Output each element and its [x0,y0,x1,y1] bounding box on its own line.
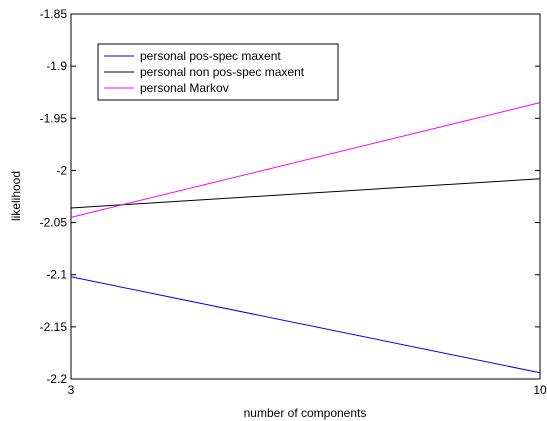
y-tick-label: -2.1 [46,268,67,282]
y-tick-label: -2.05 [40,216,68,230]
y-axis-label: likelihood [9,171,23,221]
x-tick-label: 3 [68,383,75,397]
series-line [70,276,541,374]
series-lines [70,102,541,374]
legend-label: personal pos-spec maxent [140,49,281,63]
legend-label: personal non pos-spec maxent [140,65,305,79]
y-axis: -1.85 -1.9 -1.95 -2 -2.05 -2.1 -2.15 -2.2 [40,7,540,386]
legend: personal pos-spec maxent personal non pos… [97,43,339,101]
x-axis: 3 10 [68,14,547,397]
x-tick-label: 10 [533,383,547,397]
series-line [70,102,541,218]
legend-box [97,43,339,101]
y-tick-label: -1.9 [46,59,67,73]
y-tick-label: -1.95 [40,111,68,125]
y-tick-label: -2.2 [46,372,67,386]
y-tick-label: -2.15 [40,320,68,334]
x-axis-label: number of components [244,406,367,420]
series-line [70,178,541,209]
y-tick-label: -2 [56,163,67,177]
y-tick-label: -1.85 [40,7,68,21]
legend-label: personal Markov [140,81,229,95]
